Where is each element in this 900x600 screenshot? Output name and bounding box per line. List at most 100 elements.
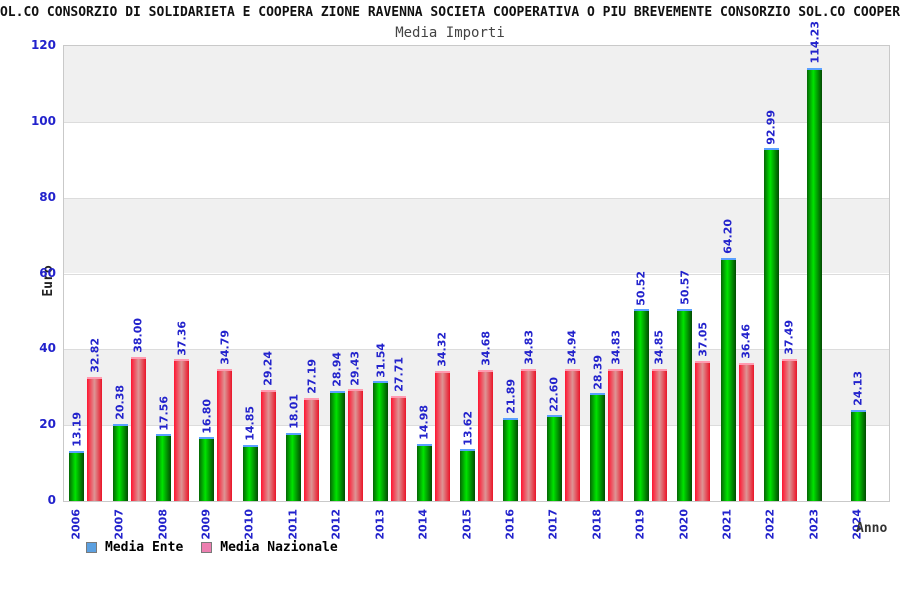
value-label-media-ente: 14.98 (417, 405, 431, 441)
bar-media-nazionale (260, 390, 276, 501)
x-tick-label: 2011 (286, 509, 300, 540)
y-tick-label: 0 (47, 493, 56, 507)
value-label-media-nazionale: 27.71 (392, 357, 406, 392)
value-label-media-ente: 17.56 (157, 395, 171, 431)
x-tick-label: 2010 (242, 509, 256, 540)
value-label-media-ente: 13.62 (461, 410, 474, 446)
plot-area: 13.19 32.82 20.38 38.00 17.56 37.36 16.80 34.79… (63, 21, 890, 502)
value-label-media-nazionale: 34.83 (522, 330, 536, 365)
bar-media-ente (807, 67, 823, 501)
bar-media-ente (720, 257, 736, 501)
x-tick-label: 2013 (373, 509, 387, 540)
bar-media-ente (633, 309, 649, 501)
x-tick-label: 2017 (546, 509, 560, 540)
x-tick-label: 2006 (69, 509, 83, 540)
plot-band (64, 121, 889, 198)
bar-media-nazionale (738, 362, 754, 501)
bar-media-ente (156, 434, 172, 501)
bar-media-nazionale (347, 389, 363, 501)
value-label-media-nazionale: 34.85 (652, 330, 666, 365)
value-label-media-nazionale: 34.79 (218, 330, 232, 366)
y-tick-label: 120 (30, 38, 56, 52)
bar-media-ente (242, 444, 258, 501)
bar-media-nazionale (434, 370, 450, 501)
y-tick-label: 100 (30, 113, 56, 128)
bar-media-nazionale (564, 368, 580, 501)
x-tick-label: 2008 (156, 509, 170, 540)
x-tick-label: 2014 (416, 509, 430, 540)
x-tick-label: 2021 (720, 509, 734, 540)
page-title: CIALE SOL.CO CONSORZIO DI SOLIDARIETA E … (0, 5, 900, 20)
value-label-media-ente: 21.89 (504, 379, 518, 415)
value-label-media-nazionale: 37.36 (175, 320, 189, 356)
value-label-media-ente: 31.54 (374, 342, 388, 378)
value-label-media-ente: 28.39 (591, 354, 605, 390)
value-label-media-ente: 50.57 (678, 270, 692, 306)
y-tick-label: 60 (39, 265, 56, 280)
value-label-media-nazionale: 27.19 (305, 359, 319, 394)
legend-label-media-ente: Media Ente (105, 540, 184, 555)
x-tick-label: 2007 (112, 509, 126, 540)
legend-swatch-media-ente (86, 542, 97, 553)
chart-title: Media Importi (395, 25, 505, 41)
bar-media-ente (590, 393, 606, 501)
value-label-media-nazionale: 32.82 (88, 337, 102, 373)
plot-band (64, 197, 889, 274)
value-label-media-nazionale: 37.49 (782, 320, 796, 355)
bar-media-nazionale (521, 368, 537, 501)
x-tick-label: 2019 (633, 509, 647, 540)
plot-band (64, 273, 889, 350)
value-label-media-nazionale: 34.83 (609, 330, 623, 365)
bar-media-nazionale (695, 360, 711, 501)
bar-media-nazionale (130, 356, 146, 501)
value-label-media-ente: 13.19 (70, 412, 84, 447)
y-tick-label: 80 (39, 189, 56, 204)
bar-media-nazionale (87, 376, 103, 501)
value-label-media-ente: 28.94 (330, 352, 344, 388)
value-label-media-ente: 92.99 (764, 109, 778, 145)
bar-media-ente (329, 391, 345, 501)
legend-swatch-media-nazionale (201, 542, 213, 553)
legend-item-media-nazionale: Media Nazionale (201, 540, 338, 555)
bar-media-nazionale (217, 369, 233, 501)
y-tick-label: 20 (39, 417, 56, 432)
x-axis-title: Anno (856, 521, 888, 536)
bar-media-nazionale (781, 358, 797, 501)
value-label-media-ente: 16.80 (200, 398, 214, 434)
x-tick-label: 2018 (590, 509, 604, 540)
bar-media-nazionale (478, 369, 493, 501)
bar-media-ente (763, 148, 779, 501)
value-label-media-ente: 18.01 (287, 393, 301, 429)
value-label-media-ente: 64.20 (721, 218, 735, 254)
bar-media-ente (69, 451, 85, 501)
bar-media-ente (373, 381, 389, 501)
value-label-media-nazionale: 37.05 (696, 321, 710, 357)
legend-label-media-nazionale: Media Nazionale (220, 540, 338, 555)
legend: Media Ente Media Nazionale (86, 540, 338, 555)
value-label-media-nazionale: 38.00 (131, 318, 145, 353)
x-tick-label: 2016 (503, 509, 517, 540)
bar-media-ente (546, 415, 562, 501)
bar-media-ente (460, 449, 475, 501)
bar-media-ente (286, 432, 302, 501)
bar-media-nazionale (304, 397, 320, 501)
bar-media-ente (416, 444, 432, 501)
x-tick-label: 2022 (763, 509, 777, 540)
x-tick-label: 2009 (199, 509, 213, 540)
value-label-media-nazionale: 29.43 (348, 350, 362, 386)
value-label-media-nazionale: 36.46 (739, 323, 753, 359)
value-label-media-ente: 22.60 (547, 376, 561, 412)
bar-media-nazionale (608, 368, 624, 501)
value-label-media-ente: 20.38 (113, 384, 127, 420)
y-tick-label: 40 (39, 341, 56, 356)
value-label-media-nazionale: 34.94 (565, 329, 579, 365)
x-tick-label: 2015 (460, 509, 473, 540)
value-label-media-ente: 24.13 (851, 370, 865, 406)
bar-media-nazionale (391, 395, 407, 501)
value-label-media-nazionale: 34.32 (435, 332, 449, 367)
bar-media-ente (112, 423, 128, 501)
bar-media-ente (199, 437, 215, 501)
x-tick-label: 2023 (807, 509, 821, 540)
bar-media-ente (503, 418, 519, 501)
